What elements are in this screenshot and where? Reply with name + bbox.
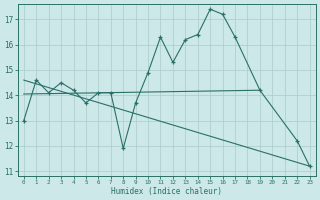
X-axis label: Humidex (Indice chaleur): Humidex (Indice chaleur) xyxy=(111,187,222,196)
